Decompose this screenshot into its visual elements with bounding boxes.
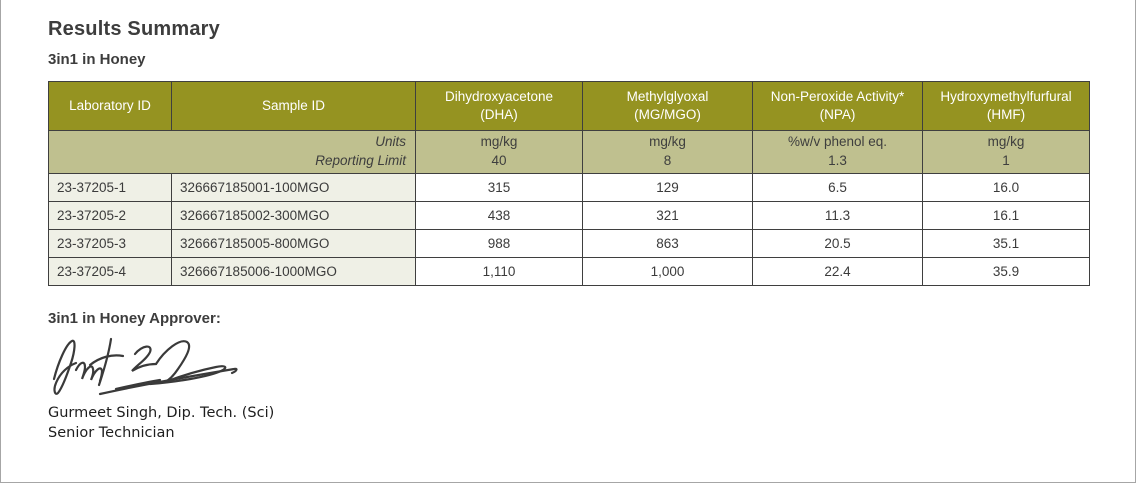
col-header-dha: Dihydroxyacetone (DHA) — [415, 81, 583, 131]
cell-hmf-value: 16.1 — [922, 201, 1090, 230]
units-label-cell: Units Reporting Limit — [48, 130, 416, 174]
cell-dha-value: 438 — [415, 201, 583, 230]
reporting-limit-label: Reporting Limit — [315, 153, 406, 168]
col-header-laboratory-id: Laboratory ID — [48, 81, 172, 131]
col-header-label: Non-Peroxide Activity* — [770, 88, 905, 104]
col-header-hmf: Hydroxymethylfurfural (HMF) — [922, 81, 1090, 131]
section-subtitle: 3in1 in Honey — [48, 51, 146, 68]
cell-npa-value: 11.3 — [752, 201, 923, 230]
col-header-abbr: (DHA) — [480, 107, 518, 122]
cell-laboratory-id: 23-37205-4 — [48, 257, 172, 286]
units-cell-hmf: mg/kg 1 — [922, 130, 1090, 174]
reporting-limit-value: 8 — [663, 153, 672, 168]
cell-npa-value: 22.4 — [752, 257, 923, 286]
cell-sample-id: 326667185005-800MGO — [171, 229, 416, 258]
cell-mgo-value: 129 — [582, 173, 753, 202]
cell-laboratory-id: 23-37205-1 — [48, 173, 172, 202]
col-header-label: Laboratory ID — [69, 97, 151, 113]
cell-mgo-value: 321 — [582, 201, 753, 230]
cell-npa-value: 6.5 — [752, 173, 923, 202]
unit-value: mg/kg — [649, 134, 686, 150]
units-cell-npa: %w/v phenol eq. 1.3 — [752, 130, 923, 174]
reporting-limit-value: 40 — [491, 153, 507, 168]
table-row: 23-37205-4 326667185006-1000MGO 1,110 1,… — [48, 257, 1090, 286]
cell-mgo-value: 863 — [582, 229, 753, 258]
cell-dha-value: 988 — [415, 229, 583, 258]
col-header-label: Dihydroxyacetone — [444, 88, 554, 104]
cell-hmf-value: 16.0 — [922, 173, 1090, 202]
units-cell-dha: mg/kg 40 — [415, 130, 583, 174]
reporting-limit-value: 1 — [1002, 153, 1010, 168]
header-row: Laboratory ID Sample ID Dihydroxyacetone… — [48, 81, 1090, 131]
col-header-npa: Non-Peroxide Activity* (NPA) — [752, 81, 923, 131]
col-header-abbr: (HMF) — [986, 107, 1026, 122]
units-cell-mgo: mg/kg 8 — [582, 130, 753, 174]
cell-laboratory-id: 23-37205-3 — [48, 229, 172, 258]
col-header-mgo: Methylglyoxal (MG/MGO) — [582, 81, 753, 131]
unit-value: mg/kg — [480, 134, 518, 150]
cell-sample-id: 326667185001-100MGO — [171, 173, 416, 202]
cell-sample-id: 326667185002-300MGO — [171, 201, 416, 230]
cell-sample-id: 326667185006-1000MGO — [171, 257, 416, 286]
col-header-label: Methylglyoxal — [626, 88, 709, 104]
signature-image — [48, 329, 1135, 399]
results-table-header: Laboratory ID Sample ID Dihydroxyacetone… — [48, 81, 1090, 131]
col-header-label: Hydroxymethylfurfural — [940, 88, 1072, 104]
approver-section: 3in1 in Honey Approver: — [48, 310, 1135, 443]
col-header-abbr: (MG/MGO) — [634, 107, 701, 122]
cell-mgo-value: 1,000 — [582, 257, 753, 286]
cell-dha-value: 1,110 — [415, 257, 583, 286]
cell-hmf-value: 35.9 — [922, 257, 1090, 286]
table-row: 23-37205-1 326667185001-100MGO 315 129 6… — [48, 173, 1090, 202]
page-title: Results Summary — [48, 18, 220, 40]
unit-value: mg/kg — [987, 134, 1025, 150]
cell-npa-value: 20.5 — [752, 229, 923, 258]
approver-name: Gurmeet Singh, Dip. Tech. (Sci) — [48, 405, 275, 421]
approver-heading: 3in1 in Honey Approver: — [48, 310, 221, 327]
units-label: Units — [375, 134, 406, 150]
unit-value: %w/v phenol eq. — [787, 134, 888, 150]
report-content: Results Summary 3in1 in Honey Laboratory… — [1, 0, 1135, 443]
table-row: 23-37205-2 326667185002-300MGO 438 321 1… — [48, 201, 1090, 230]
col-header-sample-id: Sample ID — [171, 81, 416, 131]
col-header-label: Sample ID — [261, 97, 326, 113]
reporting-limit-value: 1.3 — [828, 153, 847, 168]
cell-hmf-value: 35.1 — [922, 229, 1090, 258]
results-table: Laboratory ID Sample ID Dihydroxyacetone… — [48, 81, 1090, 286]
cell-laboratory-id: 23-37205-2 — [48, 201, 172, 230]
approver-title: Senior Technician — [48, 425, 175, 441]
handwritten-signature-icon — [48, 329, 1135, 399]
col-header-abbr: (NPA) — [819, 107, 856, 122]
table-row: 23-37205-3 326667185005-800MGO 988 863 2… — [48, 229, 1090, 258]
units-reporting-limit-row: Units Reporting Limit mg/kg 40 mg/kg 8 %… — [48, 130, 1090, 174]
cell-dha-value: 315 — [415, 173, 583, 202]
